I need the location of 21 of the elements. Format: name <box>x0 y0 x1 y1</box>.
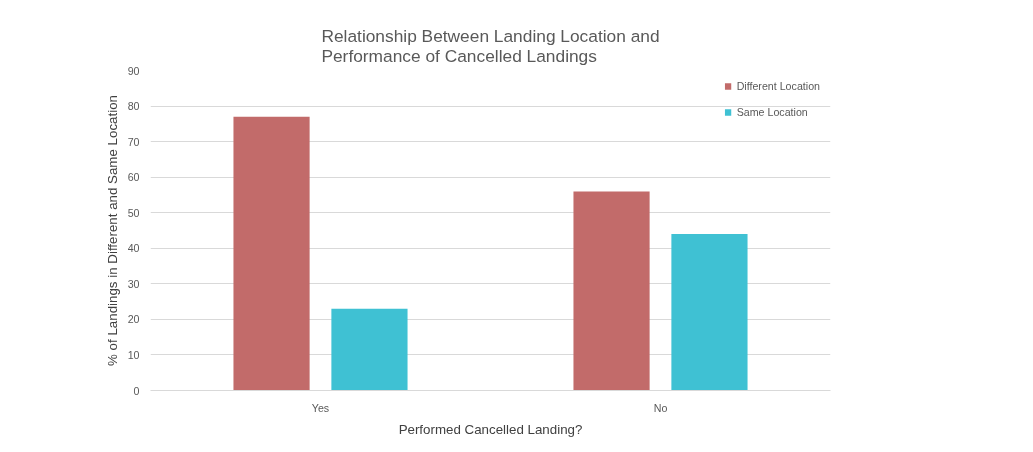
y-axis-title: % of Landings in Different and Same Location <box>104 95 120 366</box>
y-tick-label: 90 <box>127 64 140 77</box>
x-axis-title: Performed Cancelled Landing? <box>398 421 583 437</box>
y-tick-label: 20 <box>127 313 140 326</box>
y-tick-label: 60 <box>127 171 140 184</box>
y-tick-label: 50 <box>127 206 140 219</box>
y-tick-label: 80 <box>127 100 140 113</box>
x-tick-label: Yes <box>311 401 330 414</box>
bar <box>331 308 408 391</box>
bar <box>671 234 748 391</box>
y-tick-label: 70 <box>127 135 140 148</box>
y-tick-label: 10 <box>127 348 140 361</box>
y-tick-label: 0 <box>133 384 140 397</box>
x-tick-label: No <box>653 401 668 414</box>
legend-label: Same Location <box>736 106 808 118</box>
chart-title: Relationship Between Landing Location and Performance of Cancelled Landings <box>321 25 660 66</box>
y-tick-label: 30 <box>127 277 140 290</box>
bar <box>573 191 650 391</box>
bar <box>233 116 310 391</box>
legend-label: Different Location <box>736 80 820 92</box>
y-tick-label: 40 <box>127 242 140 255</box>
